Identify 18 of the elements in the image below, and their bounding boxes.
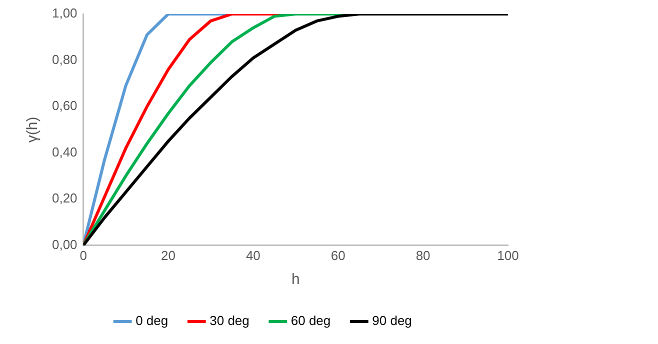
y-tick-label: 0,20 — [52, 190, 78, 206]
x-tick-label: 60 — [330, 248, 346, 263]
x-axis-title: h — [291, 271, 300, 288]
legend-label: 30 deg — [210, 313, 250, 328]
x-tick-label: 20 — [161, 248, 176, 263]
y-tick-label: 0,80 — [52, 52, 78, 67]
legend-label: 60 deg — [290, 313, 331, 328]
x-tick-label: 0 — [80, 248, 87, 263]
y-tick-label: 1,00 — [52, 6, 78, 21]
x-tick-label: 80 — [416, 248, 430, 263]
y-tick-label: 0,00 — [52, 236, 78, 252]
y-axis-title: γ(h) — [24, 116, 42, 143]
legend-label: 90 deg — [372, 313, 412, 328]
legend-label: 0 deg — [136, 313, 168, 328]
y-tick-label: 0,40 — [52, 144, 78, 160]
x-tick-label: 40 — [246, 248, 260, 263]
y-tick-label: 0,60 — [52, 98, 78, 114]
x-tick-label: 100 — [497, 248, 519, 263]
